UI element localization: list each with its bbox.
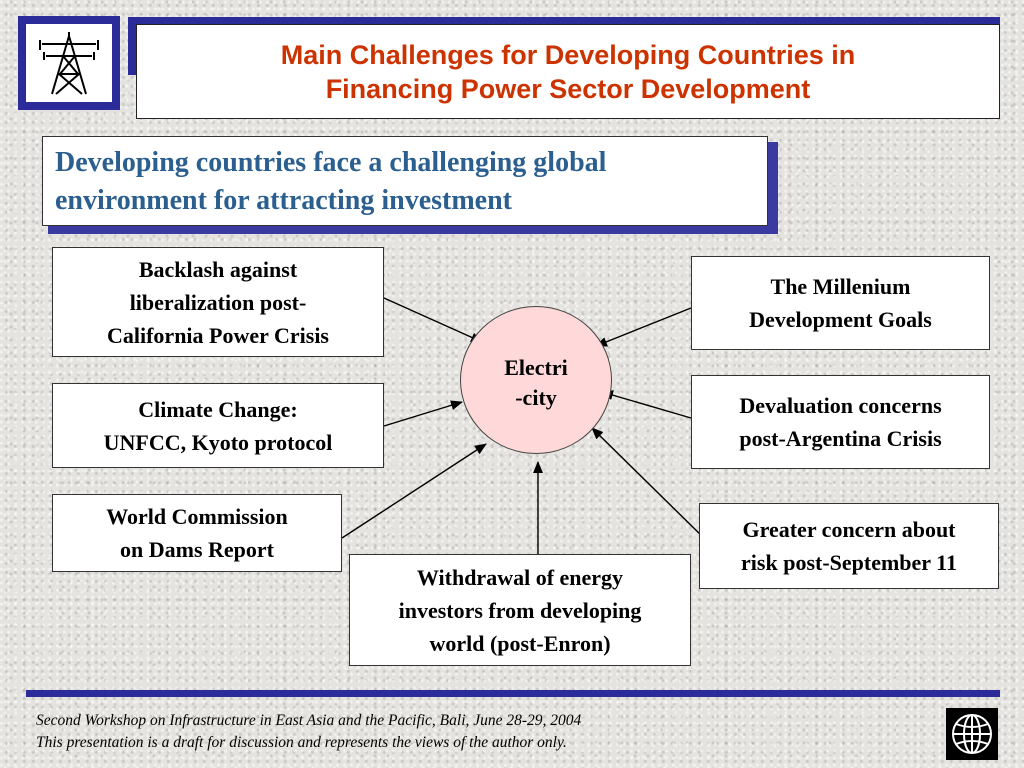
footer-divider (26, 690, 1000, 697)
factor-text: UNFCC, Kyoto protocol (103, 429, 333, 455)
factor-climate: Climate Change: UNFCC, Kyoto protocol (52, 383, 384, 468)
factor-text: California Power Crisis (106, 322, 329, 348)
factor-text: post-Argentina Crisis (739, 426, 942, 451)
factor-text: Withdrawal of energy (416, 564, 624, 590)
factor-withdrawal: Withdrawal of energy investors from deve… (349, 554, 691, 666)
arrow-september (591, 427, 707, 541)
hub-line-1: Electri (504, 355, 568, 380)
hub-line-2: -city (515, 385, 557, 410)
logo-frame (18, 16, 120, 110)
title-line-2: Financing Power Sector Development (325, 73, 811, 104)
factor-text: risk post-September 11 (741, 550, 957, 575)
factor-text: Greater concern about (742, 517, 956, 542)
factor-text: on Dams Report (120, 537, 274, 562)
factor-dams: World Commission on Dams Report (52, 494, 342, 572)
power-pylon-icon (26, 24, 112, 102)
arrow-devaluation (601, 390, 692, 419)
factor-text: The Millenium (770, 274, 911, 299)
subtitle-line-1: Developing countries face a challenging … (55, 147, 607, 178)
factor-millenium: The Millenium Development Goals (691, 256, 990, 350)
factor-text: Backlash against (138, 256, 298, 282)
factor-text: World Commission (106, 504, 288, 529)
title-line-1: Main Challenges for Developing Countries… (280, 39, 856, 70)
arrow-dams (341, 443, 487, 539)
page-title: Main Challenges for Developing Countries… (136, 24, 1000, 119)
factor-text: liberalization post- (129, 289, 307, 315)
footer-line-1: Second Workshop on Infrastructure in Eas… (36, 712, 582, 729)
factor-backlash: Backlash against liberalization post- Ca… (52, 247, 384, 357)
arrow-backlash (383, 297, 483, 343)
factor-text: Climate Change: (138, 396, 298, 422)
hub-electricity: Electri -city (460, 306, 612, 454)
factor-text: world (post-Enron) (429, 630, 611, 656)
subtitle-line-2: environment for attracting investment (55, 185, 512, 216)
footer-text: Second Workshop on Infrastructure in Eas… (36, 710, 916, 754)
footer-line-2: This presentation is a draft for discuss… (36, 734, 567, 751)
factor-text: Development Goals (749, 307, 932, 332)
factor-text: investors from developing (398, 597, 642, 623)
factor-text: Devaluation concerns (739, 393, 942, 418)
arrow-millenium (595, 307, 692, 347)
arrow-climate (383, 400, 463, 427)
factor-september: Greater concern about risk post-Septembe… (699, 503, 999, 589)
globe-icon (946, 708, 998, 760)
factor-devaluation: Devaluation concerns post-Argentina Cris… (691, 375, 990, 469)
subtitle-box: Developing countries face a challenging … (42, 136, 768, 226)
